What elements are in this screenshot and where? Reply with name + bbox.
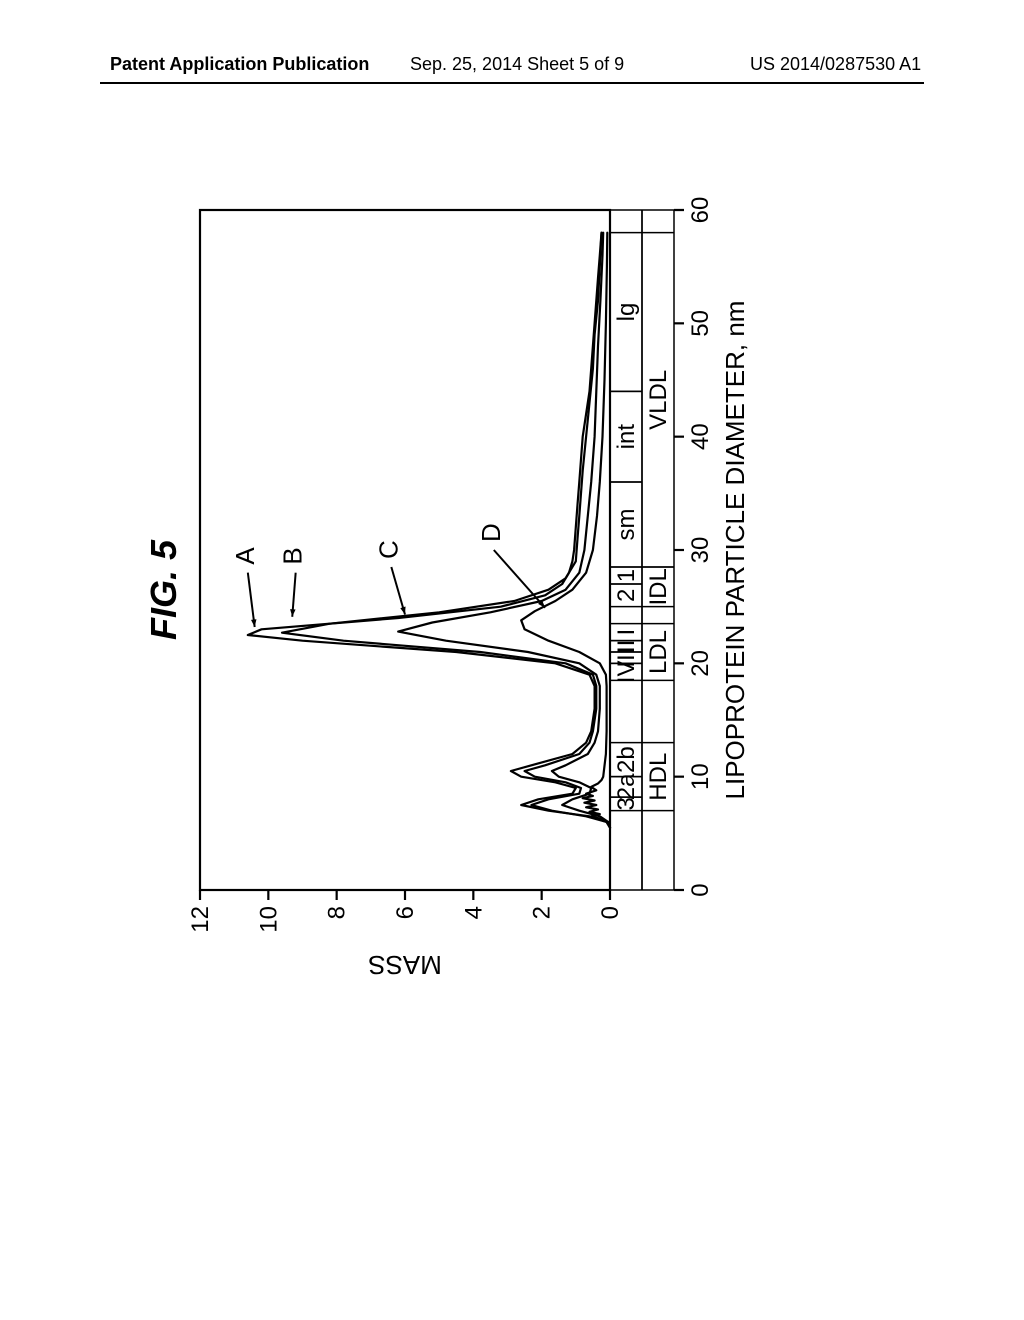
band-cell-label: VLDL bbox=[645, 370, 672, 430]
header-center: Sep. 25, 2014 Sheet 5 of 9 bbox=[410, 54, 624, 75]
header-left: Patent Application Publication bbox=[110, 54, 369, 75]
band-cell-label: HDL bbox=[645, 753, 672, 801]
y-tick-label: 6 bbox=[392, 906, 419, 919]
band-cell-label: LDL bbox=[645, 630, 672, 674]
x-tick-label: 60 bbox=[687, 197, 714, 224]
figure-title: FIG. 5 bbox=[143, 539, 184, 640]
band-cell-label: lg bbox=[613, 303, 640, 322]
x-tick-label: 10 bbox=[687, 763, 714, 790]
series-label-C: C bbox=[373, 540, 403, 559]
band-cell-label: IDL bbox=[645, 568, 672, 605]
series-label-B: B bbox=[278, 547, 308, 564]
y-axis-label: MASS bbox=[368, 950, 442, 980]
band-cell-label: sm bbox=[613, 509, 640, 541]
x-tick-label: 40 bbox=[687, 423, 714, 450]
series-curve-A bbox=[248, 233, 610, 828]
y-tick-label: 4 bbox=[460, 906, 487, 919]
band-cell-label: 2 bbox=[613, 589, 640, 602]
band-cell-label: II bbox=[613, 640, 640, 653]
series-curve-B bbox=[282, 233, 610, 828]
series-arrow-A bbox=[248, 573, 255, 627]
x-tick-label: 50 bbox=[687, 310, 714, 337]
header-divider bbox=[100, 82, 924, 84]
band-cell-label: 2b bbox=[613, 746, 640, 773]
series-arrowhead-C bbox=[400, 607, 405, 615]
figure-svg: FIG. 5024681012MASS32a2bIVIIIIII21smintl… bbox=[140, 190, 790, 980]
band-cell-label: 1 bbox=[613, 569, 640, 582]
y-tick-label: 10 bbox=[255, 906, 282, 933]
band-cell-label: I bbox=[613, 629, 640, 636]
figure-container: FIG. 5024681012MASS32a2bIVIIIIII21smintl… bbox=[140, 330, 930, 980]
y-tick-label: 2 bbox=[529, 906, 556, 919]
x-tick-label: 20 bbox=[687, 650, 714, 677]
x-tick-label: 0 bbox=[687, 883, 714, 896]
y-tick-label: 8 bbox=[324, 906, 351, 919]
y-tick-label: 12 bbox=[187, 906, 214, 933]
x-tick-label: 30 bbox=[687, 537, 714, 564]
series-label-D: D bbox=[476, 523, 506, 542]
band-cell-label: int bbox=[613, 424, 640, 450]
plot-frame bbox=[200, 210, 610, 890]
y-tick-label: 0 bbox=[597, 906, 624, 919]
header-right: US 2014/0287530 A1 bbox=[750, 54, 921, 75]
x-axis-label: LIPOPROTEIN PARTICLE DIAMETER, nm bbox=[720, 301, 750, 800]
series-label-A: A bbox=[230, 547, 260, 565]
